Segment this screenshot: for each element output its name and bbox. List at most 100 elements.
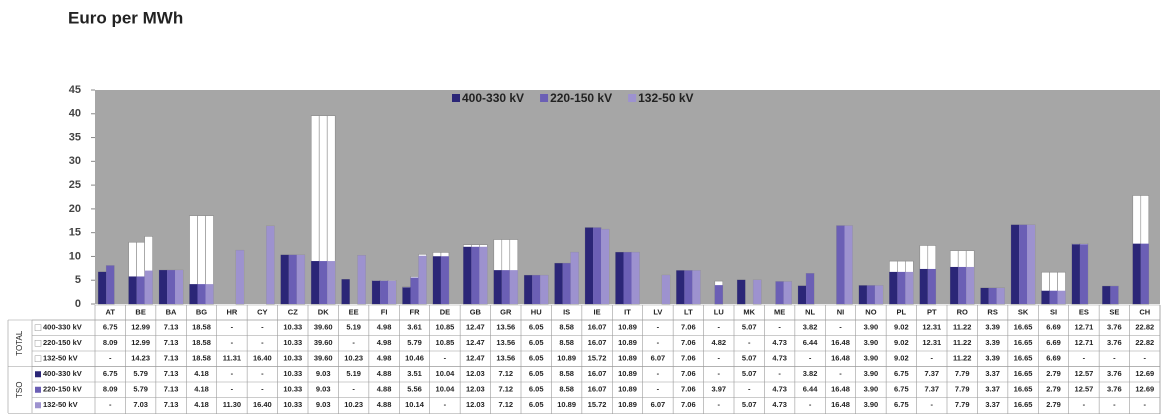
table-cell: - — [657, 369, 660, 378]
row-swatch — [35, 402, 41, 409]
row-label: 400-330 kV — [43, 323, 82, 332]
table-cell: - — [718, 354, 721, 363]
table-cell: 16.07 — [588, 369, 607, 378]
x-tick-label: HR — [227, 307, 238, 316]
y-tick-label: 0 — [75, 298, 81, 310]
table-cell: 13.56 — [496, 323, 515, 332]
table-cell: - — [261, 338, 264, 347]
table-cell: 16.48 — [831, 354, 850, 363]
table-cell: 14.23 — [131, 354, 150, 363]
table-cell: 10.33 — [283, 323, 302, 332]
bar — [1041, 290, 1050, 304]
x-tick-label: CH — [1139, 307, 1150, 316]
table-cell: 12.99 — [131, 338, 150, 347]
table-cell: 2.79 — [1046, 369, 1061, 378]
table-cell: 12.57 — [1075, 369, 1094, 378]
bar — [1071, 244, 1080, 304]
bar — [585, 227, 594, 304]
bar — [623, 252, 632, 304]
table-cell: - — [778, 323, 781, 332]
table-cell: 16.07 — [588, 338, 607, 347]
table-cell: 4.73 — [772, 400, 787, 409]
bar — [418, 255, 427, 304]
table-cell: 10.89 — [618, 338, 637, 347]
table-cell: 4.18 — [194, 369, 209, 378]
table-cell: 10.89 — [618, 354, 637, 363]
bar — [1132, 243, 1141, 304]
table-cell: 5.07 — [742, 400, 757, 409]
table-cell: 13.56 — [496, 354, 515, 363]
table-cell: 9.02 — [894, 354, 909, 363]
table-cell: 6.75 — [103, 369, 118, 378]
table-cell: 6.05 — [529, 354, 544, 363]
table-cell: 22.82 — [1135, 323, 1154, 332]
bar — [905, 271, 914, 304]
legend-swatch — [540, 94, 549, 102]
bar — [1049, 290, 1058, 304]
x-tick-label: RS — [987, 307, 997, 316]
table-cell: 11.22 — [953, 338, 971, 347]
table-cell: - — [778, 369, 781, 378]
table-cell: 8.58 — [559, 323, 574, 332]
x-tick-label: MK — [743, 307, 755, 316]
table-cell: 16.40 — [253, 400, 272, 409]
table-cell: 3.82 — [803, 369, 818, 378]
table-cell: 18.58 — [192, 323, 211, 332]
bar — [540, 275, 549, 304]
table-cell: 6.05 — [529, 369, 544, 378]
table-cell: 12.71 — [1075, 323, 1094, 332]
table-cell: - — [109, 400, 112, 409]
table-cell: 5.79 — [133, 369, 148, 378]
bar — [1140, 243, 1149, 304]
bar — [676, 270, 685, 304]
bar — [737, 279, 746, 304]
bar — [866, 285, 875, 304]
table-cell: 10.33 — [283, 354, 302, 363]
table-cell: 12.69 — [1135, 385, 1154, 394]
table-cell: - — [231, 323, 234, 332]
table-cell: 15.72 — [588, 400, 607, 409]
bar — [844, 225, 853, 304]
table-cell: 11.31 — [223, 354, 241, 363]
legend-swatch — [628, 94, 637, 102]
y-tick-label: 25 — [69, 179, 81, 191]
table-cell: 16.65 — [1014, 323, 1033, 332]
table-cell: 7.12 — [498, 369, 513, 378]
table-cell: 4.73 — [772, 385, 787, 394]
table-cell: 10.89 — [557, 354, 576, 363]
table-cell: 10.85 — [436, 338, 455, 347]
table-cell: 12.03 — [466, 369, 485, 378]
table-cell: 10.23 — [344, 400, 363, 409]
table-cell: 9.03 — [316, 369, 331, 378]
table-cell: 16.65 — [1014, 385, 1033, 394]
table-cell: 3.39 — [985, 354, 1000, 363]
table-cell: 6.05 — [529, 323, 544, 332]
bar — [432, 256, 441, 304]
table-cell: 7.13 — [164, 369, 179, 378]
table-cell: 10.23 — [344, 354, 363, 363]
bar — [509, 270, 518, 304]
bar — [159, 270, 168, 304]
table-cell: 3.90 — [864, 369, 879, 378]
y-tick-label: 15 — [69, 227, 81, 239]
table-cell: 8.58 — [559, 369, 574, 378]
table-cell: 15.72 — [588, 354, 607, 363]
bar — [471, 246, 480, 304]
table-cell: - — [444, 354, 447, 363]
table-cell: - — [748, 338, 751, 347]
bar — [327, 261, 336, 304]
table-cell: 3.61 — [407, 323, 422, 332]
x-tick-label: GR — [500, 307, 512, 316]
table-cell: 4.73 — [772, 354, 787, 363]
table-cell: 7.06 — [681, 385, 696, 394]
table-cell: 5.79 — [407, 338, 422, 347]
table-cell: 7.13 — [164, 323, 179, 332]
row-swatch — [35, 371, 41, 378]
bar — [966, 266, 975, 304]
bar — [235, 250, 244, 304]
table-cell: 18.58 — [192, 354, 211, 363]
bar — [980, 287, 989, 304]
group-label: TOTAL — [15, 330, 24, 356]
y-tick-label: 40 — [69, 108, 81, 120]
bar — [144, 270, 153, 304]
